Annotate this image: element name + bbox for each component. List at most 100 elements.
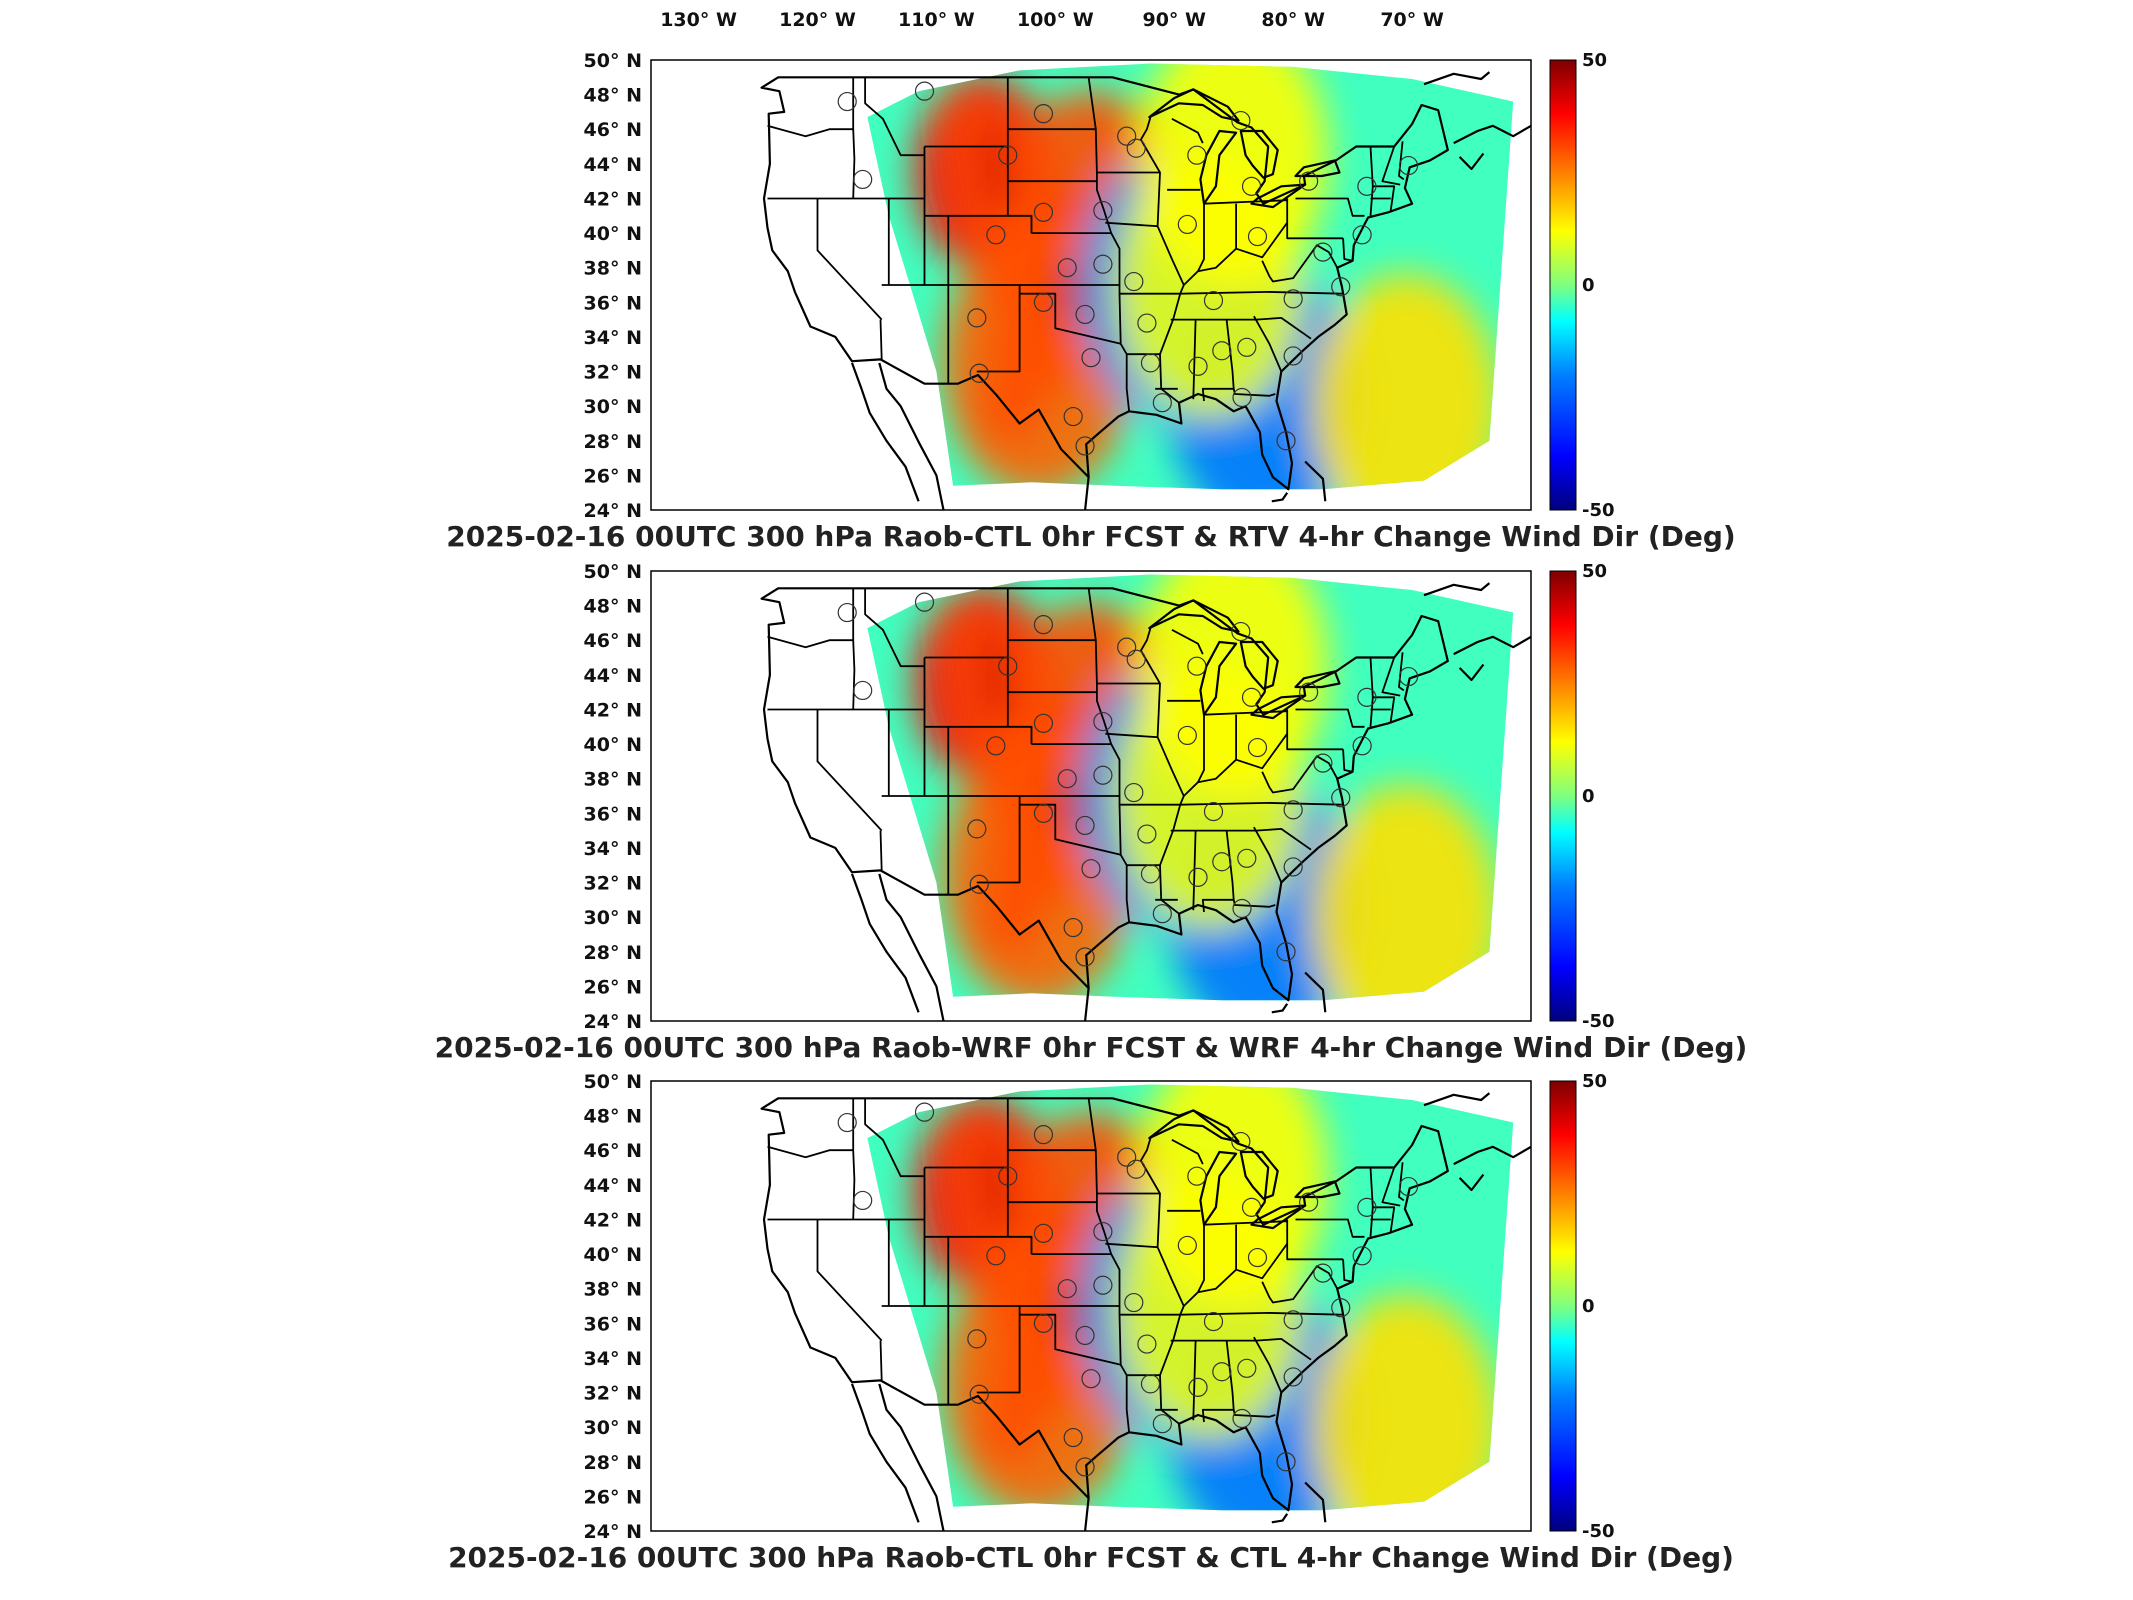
raob-station-marker <box>1313 753 1333 773</box>
field-band <box>948 103 1086 450</box>
raob-station-marker <box>1231 110 1251 131</box>
state-boundary <box>1369 1167 1396 1232</box>
raob-station-marker <box>1137 313 1157 333</box>
raob-station-marker <box>1313 242 1333 262</box>
raob-station-marker <box>1126 138 1146 158</box>
raob-station-marker <box>969 1384 989 1404</box>
raob-station-marker <box>967 1329 987 1349</box>
raob-station-marker <box>1299 1192 1319 1212</box>
raob-station-marker <box>1152 1414 1172 1434</box>
raob-station-marker <box>1299 171 1319 191</box>
raob-station-marker <box>1093 254 1113 274</box>
lat-tick-label: 46° N <box>584 119 642 141</box>
lat-tick-label: 36° N <box>584 1313 642 1335</box>
raob-station-marker <box>1124 782 1144 803</box>
state-boundary <box>767 124 854 138</box>
raob-station-marker <box>1241 176 1262 196</box>
map-panels: 50° N 48° N 46° N 44° N 42° N 40° N 38° N 36° N… <box>435 50 1748 1574</box>
raob-station-marker <box>1331 1298 1351 1318</box>
raob-station-marker <box>853 1190 873 1211</box>
raob-station-marker <box>1212 852 1232 872</box>
lake-outline <box>1239 640 1279 690</box>
lat-tick-label: 30° N <box>584 1417 642 1439</box>
state-boundary <box>1342 1259 1353 1283</box>
colorbar-tick-label: 50 <box>1582 561 1607 582</box>
raob-station-marker <box>853 169 873 190</box>
raob-station-marker <box>853 680 873 701</box>
raob-station-marker <box>1357 1197 1377 1217</box>
raob-station-marker <box>1093 711 1113 732</box>
raob-station-marker <box>1137 824 1157 844</box>
state-boundary <box>1253 315 1283 372</box>
state-boundary <box>1105 1242 1158 1249</box>
lat-tick-label: 32° N <box>584 1383 642 1405</box>
state-boundary <box>1087 77 1130 412</box>
raob-station-marker <box>1283 857 1303 877</box>
lat-tick-label: 46° N <box>584 630 642 652</box>
colorbar-tick-label: 0 <box>1582 786 1595 807</box>
state-boundary <box>1197 222 1288 273</box>
coastline <box>1084 1497 1090 1531</box>
raob-station-marker <box>1126 1159 1146 1179</box>
state-boundary <box>976 796 1021 884</box>
raob-station-marker <box>1276 1452 1296 1472</box>
raob-station-marker <box>1033 292 1054 312</box>
state-boundary <box>1286 709 1344 751</box>
state-boundary <box>1019 1313 1121 1366</box>
state-boundary <box>1369 697 1374 727</box>
state-boundary <box>1203 199 1288 205</box>
lake-outline <box>1250 694 1307 720</box>
raob-station-marker <box>1117 637 1137 657</box>
raob-station-marker <box>1081 348 1101 368</box>
raob-station-marker <box>1033 615 1054 635</box>
state-boundary <box>1180 1312 1342 1316</box>
state-boundary <box>1180 291 1342 295</box>
state-boundary <box>1381 1167 1401 1207</box>
raob-station-marker <box>1352 736 1372 756</box>
state-boundary <box>767 1145 854 1159</box>
state-boundary <box>1369 1207 1374 1237</box>
raob-station-marker <box>1352 225 1372 245</box>
state-boundary <box>1171 1139 1204 1165</box>
raob-station-marker <box>969 363 989 383</box>
lat-tick-label: 36° N <box>584 803 642 825</box>
state-boundary <box>1171 629 1204 655</box>
coastline <box>850 362 920 502</box>
field-core <box>978 120 1014 216</box>
usa-outline <box>760 587 1449 1002</box>
raob-station-marker <box>1237 1358 1257 1378</box>
lat-tick-label: 24° N <box>584 1521 642 1543</box>
state-boundary <box>1369 186 1374 216</box>
coastline <box>1458 152 1485 171</box>
lon-tick-label: 100° W <box>1017 9 1094 31</box>
raob-station-marker <box>1247 1247 1268 1268</box>
state-boundary <box>1253 1336 1283 1393</box>
raob-station-marker <box>1247 226 1268 247</box>
lat-tick-label: 24° N <box>584 1011 642 1033</box>
state-boundary <box>816 198 883 321</box>
state-boundary <box>1171 118 1204 144</box>
raob-station-marker <box>914 592 935 612</box>
lat-tick-label: 40° N <box>584 1244 642 1266</box>
raob-station-marker <box>1203 290 1224 311</box>
raob-station-marker <box>1203 801 1224 822</box>
lat-tick-label: 34° N <box>584 327 642 349</box>
lat-tick-label: 44° N <box>584 1175 642 1197</box>
state-boundary <box>1295 197 1365 217</box>
raob-station-marker <box>1093 200 1113 221</box>
raob-station-marker <box>1177 1235 1197 1256</box>
state-boundary <box>976 1306 1021 1394</box>
raob-station-marker <box>1124 271 1144 292</box>
raob-station-marker <box>1398 1176 1419 1197</box>
field-band <box>948 1124 1086 1471</box>
state-boundary <box>976 285 1021 373</box>
state-boundary <box>1261 755 1338 794</box>
field-anomaly <box>1138 574 1329 800</box>
state-boundary <box>767 635 854 649</box>
map-frame <box>650 570 1532 1022</box>
state-boundary <box>1140 116 1185 404</box>
state-boundary <box>1398 652 1405 692</box>
raob-station-marker <box>1237 848 1257 868</box>
raob-station-marker <box>1152 904 1172 924</box>
state-boundary <box>1019 292 1121 345</box>
